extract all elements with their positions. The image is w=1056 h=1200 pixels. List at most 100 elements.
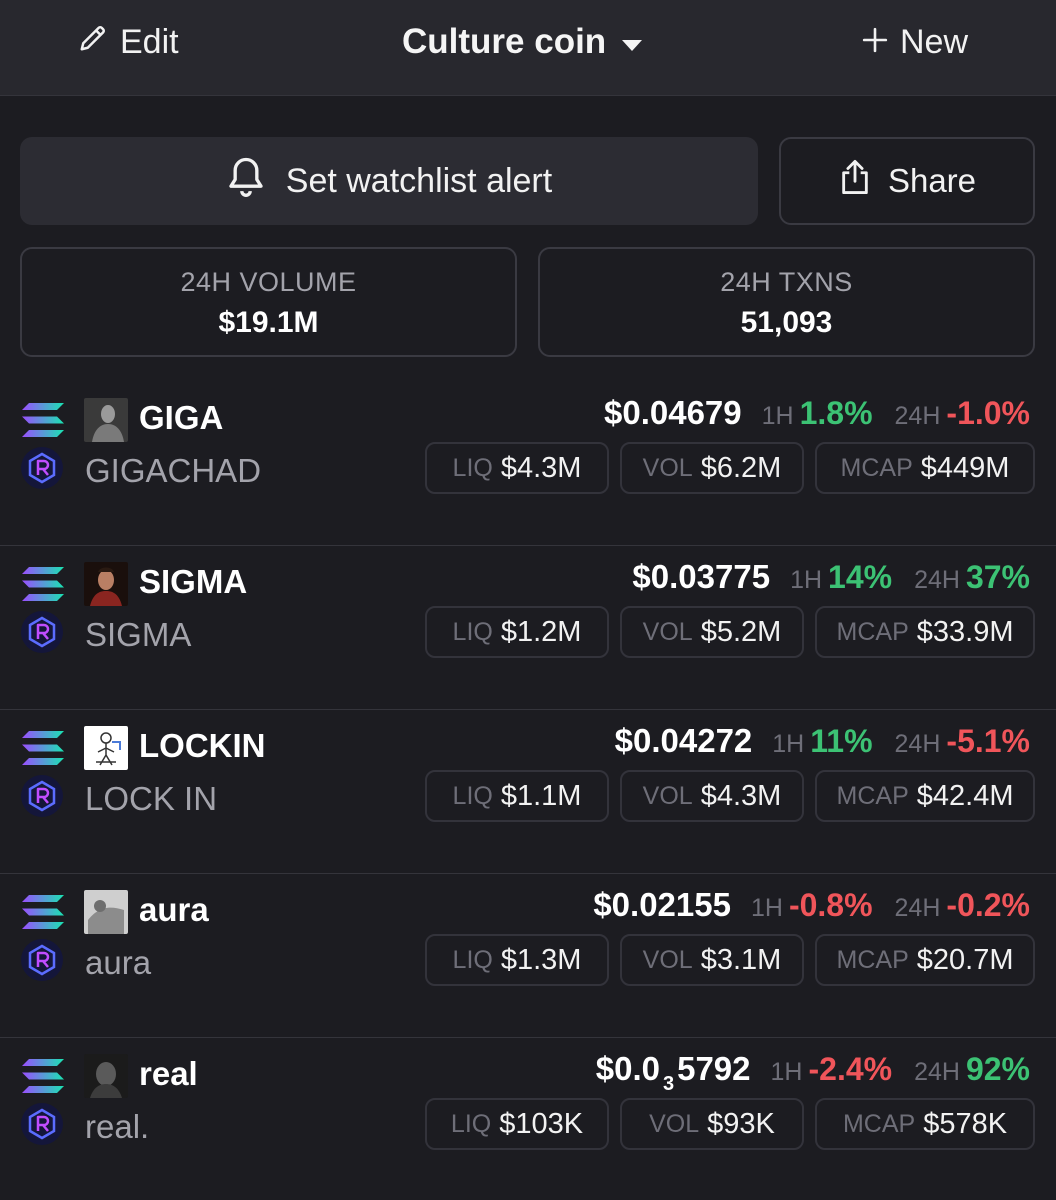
- mcap-label: MCAP: [836, 617, 909, 646]
- txns-value: 51,093: [740, 306, 833, 339]
- vol-label: VOL: [642, 617, 693, 646]
- price-bar: $0.02155 1H -0.8% 24H -0.2%: [593, 886, 1030, 930]
- sigma-avatar: [84, 562, 128, 606]
- token-price: $0.02155: [593, 886, 731, 923]
- pencil-icon: [78, 23, 108, 62]
- token-symbol: SIGMA: [139, 563, 248, 600]
- raydium-icon: [20, 774, 64, 818]
- market-cap-badge: MCAP $42.4M: [815, 770, 1035, 822]
- token-row[interactable]: aura aura $0.02155 1H -0.8% 24H -0.2% LI…: [0, 874, 1056, 1038]
- price-digits: 5792: [677, 1050, 751, 1087]
- change-1h-label: 1H: [761, 402, 794, 430]
- market-cap-badge: MCAP $33.9M: [815, 606, 1035, 658]
- liq-label: LIQ: [452, 945, 493, 974]
- change-24h-label: 24H: [914, 1058, 960, 1086]
- top-bar: Edit Culture coin New: [0, 0, 1056, 96]
- txns-stat: 24H TXNS 51,093: [538, 247, 1035, 357]
- token-row[interactable]: SIGMA SIGMA $0.03775 1H 14% 24H 37% LIQ …: [0, 546, 1056, 710]
- new-watchlist-button[interactable]: New: [862, 22, 968, 62]
- volume-badge: VOL $4.3M: [620, 770, 804, 822]
- mcap-value: $20.7M: [916, 943, 1014, 976]
- price-zero-count: 3: [662, 1073, 675, 1095]
- liq-label: LIQ: [452, 617, 493, 646]
- liquidity-badge: LIQ $1.2M: [425, 606, 609, 658]
- liquidity-badge: LIQ $4.3M: [425, 442, 609, 494]
- change-1h: 14%: [828, 559, 893, 595]
- liquidity-badge: LIQ $1.1M: [425, 770, 609, 822]
- token-price: $0.04272: [614, 722, 753, 759]
- liq-value: $103K: [499, 1107, 584, 1140]
- price-bar: $0.0 35792 1H -2.4% 24H 92%: [596, 1050, 1030, 1096]
- liq-value: $1.2M: [500, 615, 582, 648]
- token-price: $0.0 35792: [596, 1050, 751, 1096]
- vol-value: $6.2M: [700, 451, 782, 484]
- watchlist-title: Culture coin: [402, 22, 607, 61]
- change-1h-label: 1H: [770, 1058, 803, 1086]
- change-24h: -1.0%: [946, 395, 1030, 431]
- mcap-value: $578K: [923, 1107, 1008, 1140]
- mcap-value: $42.4M: [916, 779, 1014, 812]
- txns-label: 24H TXNS: [720, 267, 853, 297]
- solana-icon: [20, 564, 66, 604]
- token-row[interactable]: real real. $0.0 35792 1H -2.4% 24H 92% LI…: [0, 1038, 1056, 1200]
- mcap-label: MCAP: [842, 1109, 916, 1138]
- vol-value: $5.2M: [700, 615, 782, 648]
- share-icon: [838, 158, 872, 204]
- solana-icon: [20, 728, 66, 768]
- token-row[interactable]: GIGA GIGACHAD $0.04679 1H 1.8% 24H -1.0%…: [0, 382, 1056, 546]
- liq-label: LIQ: [450, 1109, 492, 1138]
- change-24h: -0.2%: [946, 887, 1030, 923]
- market-cap-badge: MCAP $20.7M: [815, 934, 1035, 986]
- set-watchlist-alert-button[interactable]: Set watchlist alert: [20, 137, 758, 225]
- liq-label: LIQ: [452, 781, 493, 810]
- token-symbol: aura: [139, 891, 209, 928]
- mcap-value: $33.9M: [916, 615, 1014, 648]
- token-row[interactable]: LOCKIN LOCK IN $0.04272 1H 11% 24H -5.1%…: [0, 710, 1056, 874]
- liquidity-badge: LIQ $103K: [425, 1098, 609, 1150]
- change-1h: -2.4%: [808, 1051, 893, 1087]
- vol-label: VOL: [642, 453, 693, 482]
- vol-value: $93K: [707, 1107, 775, 1140]
- real-avatar: [84, 1054, 128, 1098]
- watchlist-selector[interactable]: Culture coin: [402, 22, 644, 62]
- liq-value: $1.1M: [500, 779, 582, 812]
- raydium-icon: [20, 1102, 64, 1146]
- token-name: GIGACHAD: [85, 452, 262, 489]
- liq-label: LIQ: [452, 453, 493, 482]
- liquidity-badge: LIQ $1.3M: [425, 934, 609, 986]
- change-1h: 11%: [810, 723, 873, 759]
- token-price: $0.04679: [603, 394, 742, 431]
- price-bar: $0.03775 1H 14% 24H 37%: [632, 558, 1030, 602]
- mcap-label: MCAP: [836, 781, 909, 810]
- token-symbol: LOCKIN: [139, 727, 266, 764]
- alert-label: Set watchlist alert: [285, 161, 553, 200]
- price-prefix: $0.0: [595, 1050, 660, 1087]
- bell-icon: [226, 155, 266, 208]
- volume-badge: VOL $6.2M: [620, 442, 804, 494]
- edit-button[interactable]: Edit: [78, 22, 179, 62]
- change-24h-label: 24H: [894, 894, 941, 922]
- mcap-label: MCAP: [840, 453, 913, 482]
- gigachad-avatar: [84, 398, 128, 442]
- volume-badge: VOL $3.1M: [620, 934, 804, 986]
- token-price: $0.03775: [632, 558, 771, 595]
- change-24h: -5.1%: [946, 723, 1030, 759]
- mcap-label: MCAP: [836, 945, 909, 974]
- liq-value: $4.3M: [500, 451, 582, 484]
- volume-badge: VOL $93K: [620, 1098, 804, 1150]
- change-24h-label: 24H: [894, 402, 941, 430]
- liq-value: $1.3M: [500, 943, 582, 976]
- volume-value: $19.1M: [218, 306, 319, 339]
- token-symbol: GIGA: [139, 399, 224, 436]
- lockin-avatar: [84, 726, 128, 770]
- share-button[interactable]: Share: [779, 137, 1035, 225]
- price-bar: $0.04272 1H 11% 24H -5.1%: [615, 722, 1030, 766]
- share-label: Share: [887, 162, 977, 199]
- raydium-icon: [20, 938, 64, 982]
- change-1h-label: 1H: [750, 894, 783, 922]
- new-label: New: [900, 22, 969, 61]
- aura-avatar: [84, 890, 128, 934]
- token-name: SIGMA: [85, 616, 192, 653]
- token-name: LOCK IN: [85, 780, 218, 817]
- vol-value: $4.3M: [700, 779, 782, 812]
